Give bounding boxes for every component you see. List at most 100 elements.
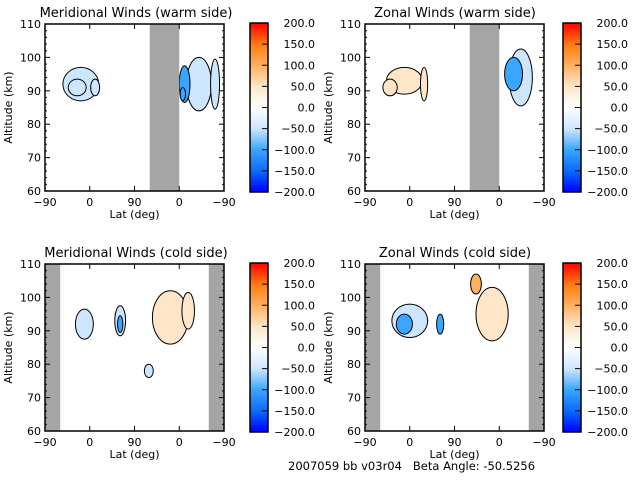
colorbar-tick-label: 100.0 (284, 59, 316, 72)
colorbar-tick-label: −100.0 (587, 144, 628, 157)
colorbar-tick-label: 50.0 (604, 320, 629, 333)
contour-region (436, 313, 445, 335)
colorbar-tick-label: −50.0 (281, 123, 315, 136)
x-tick-label: −90 (33, 436, 56, 449)
x-tick-label: −90 (212, 436, 235, 449)
contour-region (116, 315, 124, 333)
no-data-band (365, 264, 381, 431)
colorbar-tick-label: 0.0 (298, 342, 316, 355)
colorbar-tick-label: 100.0 (597, 59, 629, 72)
contour-region (179, 86, 187, 102)
plot-area (365, 264, 544, 431)
colorbar-tick-label: −50.0 (594, 363, 628, 376)
y-tick-label: 100 (20, 51, 41, 64)
plot-area (45, 24, 224, 191)
x-tick-label: −90 (532, 196, 555, 209)
colorbar: 200.0 150.0 100.0 50.0 0.0 −50.0 −100.0 −150.0 −… (249, 257, 316, 439)
contour-region (67, 78, 87, 97)
colorbar: 200.0 150.0 100.0 50.0 0.0 −50.0 −100.0 −150.0 −… (562, 17, 629, 199)
y-tick-label: 100 (20, 291, 41, 304)
y-tick-label: 60 (27, 425, 41, 438)
x-tick-label: 0 (176, 196, 183, 209)
colorbar-tick-label: 50.0 (604, 80, 629, 93)
chart-title: Meridional Winds (warm side) (40, 6, 233, 21)
y-tick-label: 70 (27, 152, 41, 165)
x-tick-label: −90 (33, 196, 56, 209)
x-tick-label: 90 (128, 436, 142, 449)
y-tick-label: 100 (340, 291, 361, 304)
y-axis-label: Altitude (km) (322, 71, 335, 143)
no-data-band (469, 24, 500, 191)
x-tick-label: 0 (176, 436, 183, 449)
contour-region (210, 58, 221, 110)
y-tick-label: 100 (340, 51, 361, 64)
colorbar-tick-label: 100.0 (597, 299, 629, 312)
y-tick-label: 110 (340, 18, 361, 31)
colorbar-tick-label: 150.0 (284, 278, 316, 291)
contour-region (470, 273, 482, 295)
chart-panel: Zonal Winds (warm side) 60 70 80 90 100 110 −90… (322, 6, 556, 221)
x-tick-label: −90 (212, 196, 235, 209)
contour-region (504, 56, 524, 92)
y-tick-label: 80 (27, 358, 41, 371)
colorbar-tick-label: 150.0 (284, 38, 316, 51)
contour-region (181, 291, 195, 330)
y-tick-label: 60 (347, 185, 361, 198)
y-tick-label: 110 (20, 258, 41, 271)
colorbar-tick-label: 100.0 (284, 299, 316, 312)
colorbar-tick-label: 200.0 (284, 17, 316, 30)
contour-region (419, 66, 429, 102)
colorbar-tick-label: 50.0 (291, 320, 316, 333)
no-data-band (45, 264, 61, 431)
colorbar-tick-label: −200.0 (587, 186, 628, 199)
x-tick-label: −90 (532, 436, 555, 449)
colorbar-tick-label: −200.0 (274, 426, 315, 439)
colorbar-tick-label: −50.0 (594, 123, 628, 136)
colorbar-tick-label: −150.0 (274, 405, 315, 418)
y-tick-label: 90 (347, 325, 361, 338)
colorbar-tick-label: 0.0 (611, 342, 629, 355)
colorbar-tick-label: −150.0 (587, 405, 628, 418)
x-tick-label: −90 (353, 436, 376, 449)
no-data-band (528, 264, 544, 431)
chart-title: Meridional Winds (cold side) (44, 246, 227, 261)
y-tick-label: 70 (347, 152, 361, 165)
chart-panel: Meridional Winds (warm side) 60 70 80 90 100 1… (2, 6, 236, 221)
plot-background (365, 24, 544, 191)
y-axis-label: Altitude (km) (2, 311, 15, 383)
x-tick-label: 0 (86, 196, 93, 209)
chart-title: Zonal Winds (cold side) (379, 246, 531, 261)
contour-region (74, 308, 94, 340)
colorbar-tick-label: −200.0 (274, 186, 315, 199)
y-tick-label: 60 (347, 425, 361, 438)
y-tick-label: 70 (347, 392, 361, 405)
colorbar-tick-label: −100.0 (587, 384, 628, 397)
no-data-band (208, 264, 224, 431)
x-axis-label: Lat (deg) (110, 448, 160, 461)
y-tick-label: 90 (27, 85, 41, 98)
colorbar-tick-label: −150.0 (274, 165, 315, 178)
x-tick-label: 0 (496, 196, 503, 209)
x-tick-label: −90 (353, 196, 376, 209)
colorbar-tick-label: 200.0 (284, 257, 316, 270)
colorbar-tick-label: 200.0 (597, 257, 629, 270)
no-data-band (149, 24, 180, 191)
contour-region (475, 286, 509, 342)
colorbar-tick-label: −150.0 (587, 165, 628, 178)
y-tick-label: 70 (27, 392, 41, 405)
y-tick-label: 90 (27, 325, 41, 338)
contour-region (90, 78, 101, 97)
colorbar-tick-label: 50.0 (291, 80, 316, 93)
plot-background (45, 264, 224, 431)
y-tick-label: 110 (20, 18, 41, 31)
y-axis-label: Altitude (km) (322, 311, 335, 383)
colorbar-tick-label: −50.0 (281, 363, 315, 376)
contour-region (143, 363, 154, 379)
x-tick-label: 0 (406, 436, 413, 449)
plot-area (45, 264, 224, 431)
x-axis-label: Lat (deg) (430, 208, 480, 221)
x-axis-label: Lat (deg) (430, 448, 480, 461)
x-tick-label: 90 (128, 196, 142, 209)
contour-region (382, 78, 398, 97)
